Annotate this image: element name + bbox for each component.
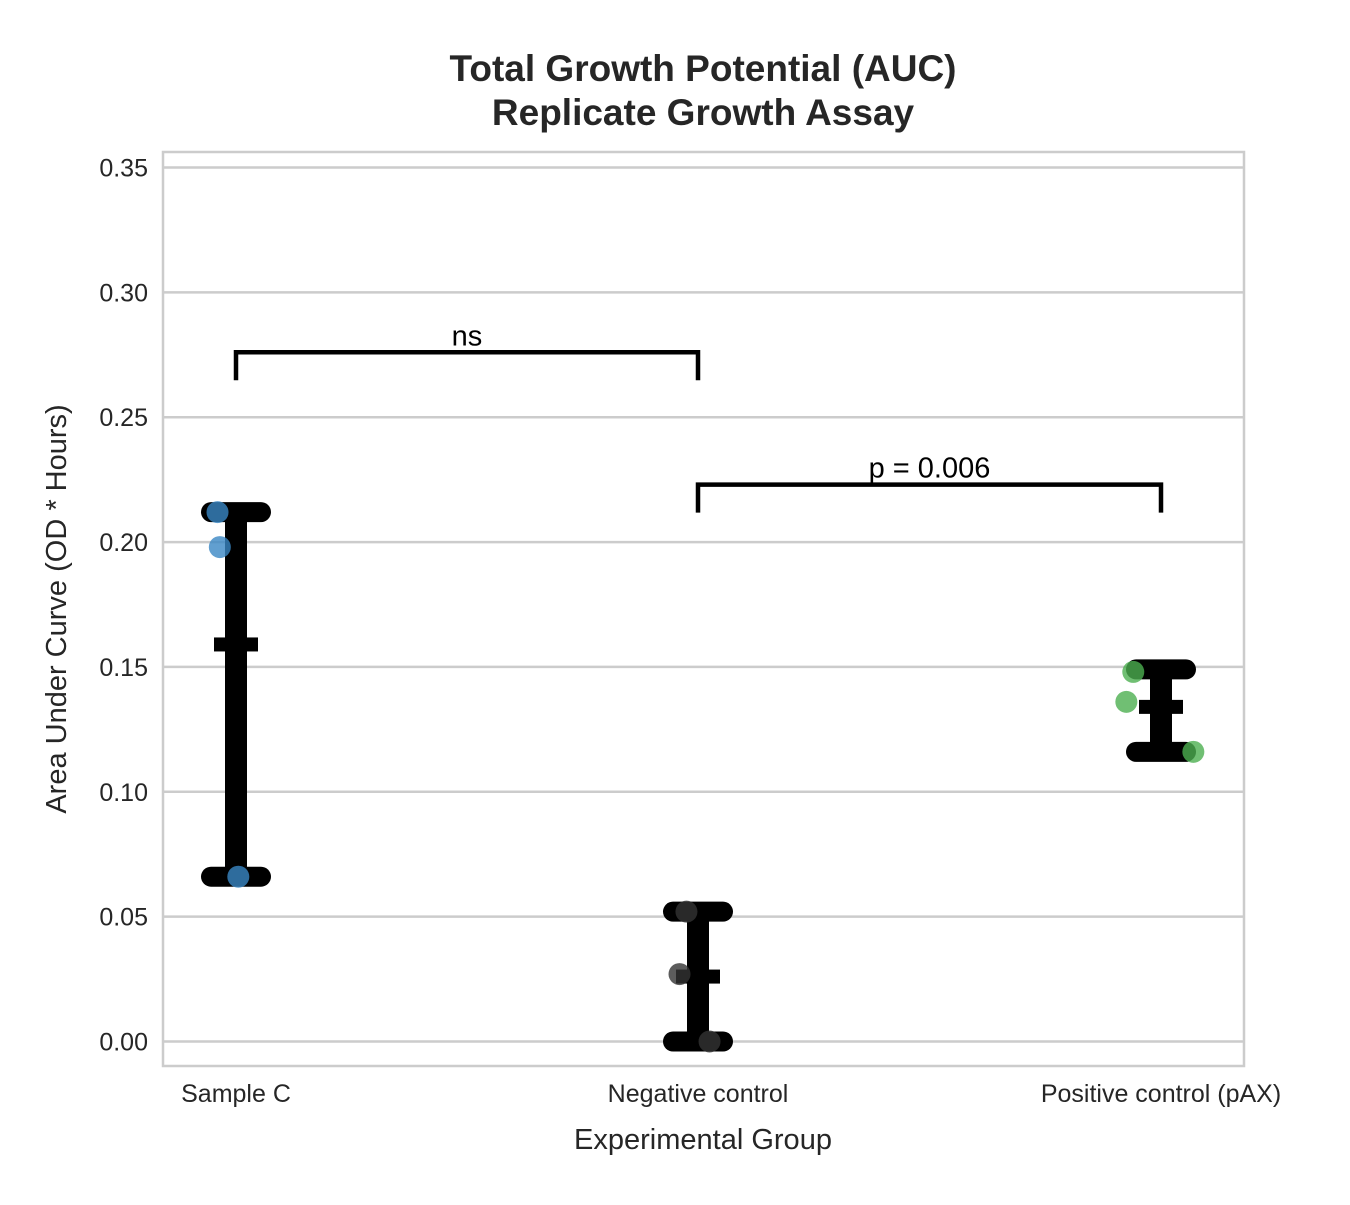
x-axis-title: Experimental Group bbox=[574, 1124, 832, 1156]
y-tick-label: 0.15 bbox=[99, 654, 148, 682]
data-point bbox=[668, 963, 691, 986]
error-bar-group bbox=[1126, 659, 1196, 762]
chart-title: Total Growth Potential (AUC) bbox=[450, 48, 957, 89]
data-points bbox=[206, 501, 1205, 1053]
mean-marker bbox=[214, 637, 258, 652]
y-axis-ticks: 0.00 0.05 0.10 0.15 0.20 0.25 0.30 0.35 bbox=[99, 155, 148, 1057]
y-tick-label: 0.20 bbox=[99, 529, 148, 557]
significance-label: p = 0.006 bbox=[869, 453, 991, 485]
data-point bbox=[675, 900, 698, 923]
data-point bbox=[1182, 740, 1205, 763]
bracket-line bbox=[233, 350, 701, 381]
data-point bbox=[206, 501, 229, 524]
data-point bbox=[1122, 660, 1145, 683]
y-tick-label: 0.10 bbox=[99, 779, 148, 807]
significance-bracket: p = 0.006 bbox=[695, 453, 1164, 513]
x-tick-label: Sample C bbox=[181, 1080, 291, 1108]
chart-subtitle: Replicate Growth Assay bbox=[492, 92, 915, 133]
error-bars bbox=[201, 502, 1196, 1052]
error-bar-group bbox=[201, 502, 271, 887]
mean-marker bbox=[1139, 699, 1183, 714]
y-tick-label: 0.00 bbox=[99, 1029, 148, 1057]
y-tick-label: 0.30 bbox=[99, 279, 148, 307]
data-point bbox=[1115, 690, 1138, 713]
y-tick-label: 0.25 bbox=[99, 404, 148, 432]
bracket-line bbox=[695, 482, 1164, 513]
data-point bbox=[208, 536, 231, 559]
significance-label: ns bbox=[452, 320, 483, 352]
y-axis-title: Area Under Curve (OD * Hours) bbox=[41, 404, 73, 813]
plot-frame bbox=[161, 150, 1246, 1068]
significance-bracket: ns bbox=[233, 320, 701, 381]
gridlines bbox=[163, 166, 1244, 1043]
significance-annotations: ns p = 0.006 bbox=[233, 320, 1164, 513]
x-tick-label: Negative control bbox=[608, 1080, 789, 1108]
x-axis-ticks: Sample C Negative control Positive control… bbox=[181, 1080, 1281, 1108]
data-point bbox=[698, 1030, 721, 1053]
y-tick-label: 0.05 bbox=[99, 904, 148, 932]
x-tick-label: Positive control (pAX) bbox=[1041, 1080, 1281, 1108]
y-tick-label: 0.35 bbox=[99, 155, 148, 183]
data-point bbox=[227, 865, 250, 888]
